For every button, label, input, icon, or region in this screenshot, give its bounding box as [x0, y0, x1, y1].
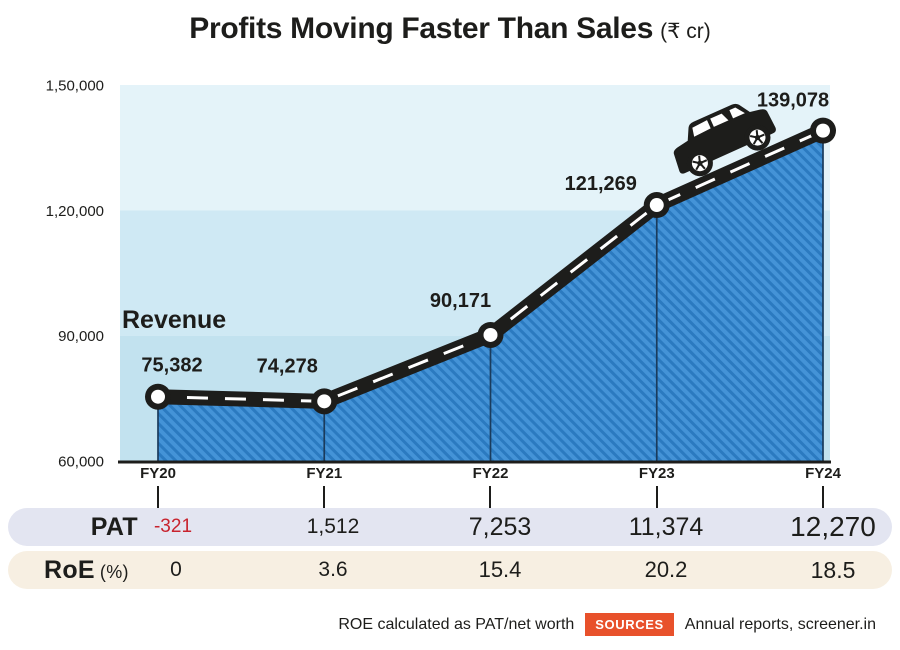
car-window-rear [692, 120, 711, 137]
y-axis-tick-label: 1,50,000 [46, 78, 104, 95]
pat-value-fy24: 12,270 [790, 511, 876, 542]
y-axis-tick-label: 60,000 [58, 454, 104, 471]
car-wheel-hub [754, 134, 761, 141]
x-axis-tick-label: FY20 [140, 465, 176, 482]
pat-value-fy22: 7,253 [468, 513, 532, 541]
column-tick [157, 486, 159, 509]
chart-title-unit: (₹ cr) [660, 20, 711, 43]
value-label: 139,078 [757, 90, 829, 112]
car-wheel-hub [697, 160, 703, 166]
pat-value-fy20: -321 [153, 516, 193, 537]
data-point [317, 394, 332, 409]
roe-row-label: RoE (%) [44, 556, 129, 584]
footer: ROE calculated as PAT/net worth SOURCES … [0, 613, 876, 636]
y-axis-tick-label: 90,000 [58, 328, 104, 345]
data-point [483, 327, 498, 342]
footer-sources: Annual reports, screener.in [684, 615, 876, 633]
sources-badge: SOURCES [585, 613, 674, 636]
column-tick [822, 486, 824, 509]
x-axis-tick-label: FY22 [473, 465, 509, 482]
pat-value-fy21: 1,512 [306, 515, 360, 538]
roe-row-unit: (%) [99, 562, 129, 582]
data-point [649, 198, 664, 213]
value-label: 90,171 [430, 290, 491, 312]
column-tick [323, 486, 325, 509]
pat-value-fy23: 11,374 [628, 513, 704, 541]
roe-value-fy21: 3.6 [318, 558, 348, 581]
car-windshield [729, 107, 745, 119]
column-tick [656, 486, 658, 509]
footer-note: ROE calculated as PAT/net worth [338, 615, 575, 633]
pat-row: PAT -321 1,512 7,253 11,374 12,270 [8, 508, 892, 546]
pat-row-label: PAT [90, 513, 138, 541]
roe-value-fy22: 15.4 [478, 557, 522, 582]
data-point [151, 389, 165, 404]
car-window-front [710, 113, 729, 127]
value-label: 74,278 [257, 355, 318, 377]
chart-canvas: 75,382 74,278 90,171 121,269 139,078 Revenue 1… [46, 78, 842, 483]
roe-value-fy20: 0 [170, 558, 182, 581]
y-axis-tick-label: 1,20,000 [46, 203, 104, 220]
series-label: Revenue [122, 306, 226, 334]
roe-row: RoE (%) 0 3.6 15.4 20.2 18.5 [8, 551, 892, 589]
x-axis-tick-label: FY24 [805, 465, 842, 482]
x-axis-tick-label: FY23 [639, 465, 675, 482]
column-tick [489, 486, 491, 509]
chart-title-text: Profits Moving Faster Than Sales [189, 12, 654, 45]
value-label: 121,269 [565, 173, 637, 195]
roe-value-fy24: 18.5 [810, 557, 856, 583]
data-point [816, 123, 830, 138]
value-label: 75,382 [141, 355, 202, 377]
car-icon [673, 103, 776, 177]
roe-value-fy23: 20.2 [644, 557, 688, 582]
chart-title: Profits Moving Faster Than Sales (₹ cr) [0, 12, 900, 46]
x-axis-tick-label: FY21 [306, 465, 342, 482]
